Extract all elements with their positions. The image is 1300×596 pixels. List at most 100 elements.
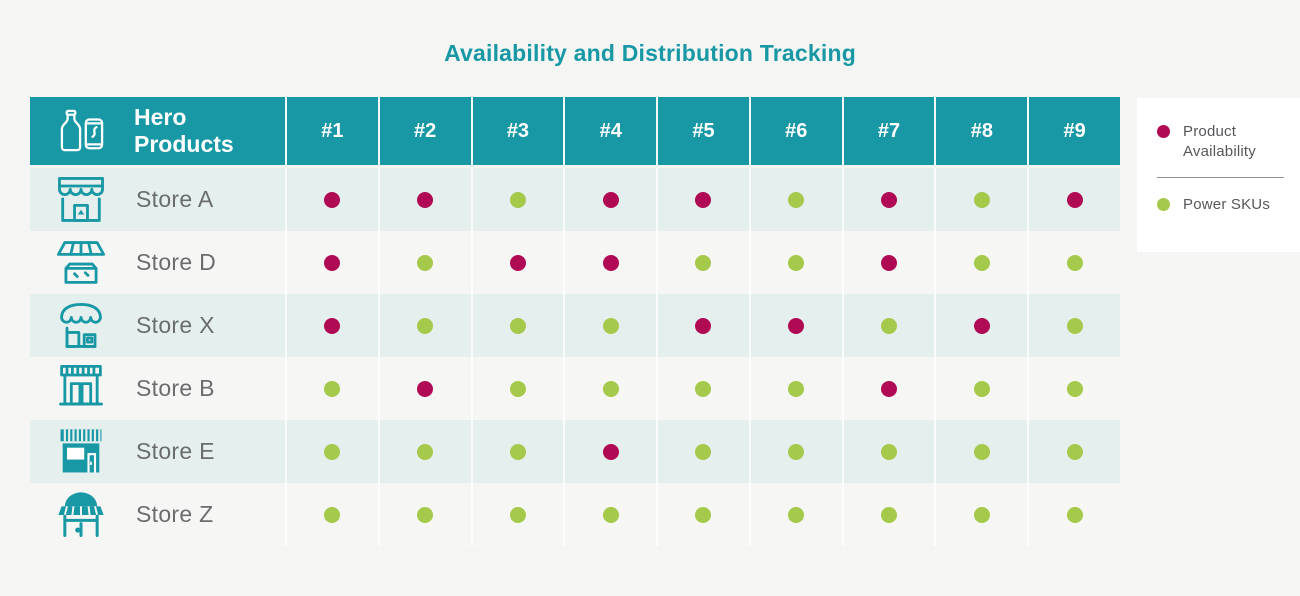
power-skus-dot-icon bbox=[1157, 198, 1170, 211]
dot-cell-store-x-product-8 bbox=[934, 294, 1027, 357]
dot-cell-store-e-product-2 bbox=[377, 420, 471, 483]
legend-item-power-skus: Power SKUs bbox=[1157, 195, 1284, 215]
dot-cell-store-x-product-4 bbox=[563, 294, 656, 357]
product-availability-dot bbox=[509, 254, 526, 271]
product-availability-dot bbox=[788, 317, 805, 334]
power-sku-dot bbox=[417, 443, 434, 460]
power-sku-dot bbox=[324, 380, 341, 397]
dot-cell-store-a-product-1 bbox=[285, 168, 378, 231]
dot-cell-store-a-product-2 bbox=[377, 168, 471, 231]
column-header-1: #1 bbox=[285, 97, 378, 165]
column-header-8: #8 bbox=[934, 97, 1027, 165]
power-sku-dot bbox=[509, 506, 526, 523]
column-header-4: #4 bbox=[563, 97, 656, 165]
power-sku-dot bbox=[695, 380, 712, 397]
store-label-store-d: Store D bbox=[136, 249, 217, 275]
power-sku-dot bbox=[788, 254, 805, 271]
page-title: Availability and Distribution Tracking bbox=[444, 40, 856, 66]
dot-cell-store-x-product-5 bbox=[656, 294, 749, 357]
power-sku-dot bbox=[695, 443, 712, 460]
power-sku-dot bbox=[695, 506, 712, 523]
header-label: Hero Products bbox=[134, 104, 234, 157]
dot-cell-store-b-product-8 bbox=[934, 357, 1027, 420]
shop-striped-awning-icon bbox=[52, 362, 110, 416]
dot-cell-store-d-product-2 bbox=[377, 231, 471, 294]
power-sku-dot bbox=[324, 506, 341, 523]
power-sku-dot bbox=[509, 443, 526, 460]
dot-cell-store-z-product-8 bbox=[934, 483, 1027, 546]
store-cell-store-a: Store A bbox=[30, 168, 285, 231]
dot-cell-store-e-product-8 bbox=[934, 420, 1027, 483]
power-sku-dot bbox=[695, 254, 712, 271]
power-sku-dot bbox=[1066, 380, 1083, 397]
column-header-7: #7 bbox=[841, 97, 935, 165]
dot-cell-store-z-product-3 bbox=[470, 483, 564, 546]
dot-cell-store-b-product-2 bbox=[377, 357, 471, 420]
dot-cell-store-e-product-1 bbox=[285, 420, 378, 483]
power-sku-dot bbox=[881, 506, 898, 523]
product-availability-dot bbox=[324, 191, 341, 208]
store-cell-store-b: Store B bbox=[30, 357, 285, 420]
power-sku-dot bbox=[509, 317, 526, 334]
product-availability-dot bbox=[417, 191, 434, 208]
store-cell-store-z: Store Z bbox=[30, 483, 285, 546]
dot-cell-store-x-product-6 bbox=[748, 294, 842, 357]
product-availability-dot bbox=[417, 380, 434, 397]
dot-cell-store-e-product-5 bbox=[656, 420, 749, 483]
column-header-3: #3 bbox=[470, 97, 564, 165]
dot-cell-store-z-product-4 bbox=[563, 483, 656, 546]
legend-divider bbox=[1157, 177, 1284, 178]
dot-cell-store-e-product-9 bbox=[1027, 420, 1120, 483]
table-row-store-x: Store X bbox=[30, 294, 1120, 357]
power-sku-dot bbox=[788, 380, 805, 397]
product-availability-dot bbox=[881, 380, 898, 397]
dot-cell-store-x-product-7 bbox=[841, 294, 935, 357]
dot-cell-store-b-product-7 bbox=[841, 357, 935, 420]
dot-cell-store-e-product-3 bbox=[470, 420, 564, 483]
store-label-store-b: Store B bbox=[136, 375, 215, 401]
power-sku-dot bbox=[602, 317, 619, 334]
dot-cell-store-b-product-1 bbox=[285, 357, 378, 420]
column-header-2: #2 bbox=[377, 97, 471, 165]
store-label-store-z: Store Z bbox=[136, 501, 214, 527]
power-sku-dot bbox=[417, 254, 434, 271]
availability-table: Hero Products #1 #2 #3 #4 #5 #6 #7 #8 #9 Store A… bbox=[30, 97, 1120, 546]
dot-cell-store-a-product-9 bbox=[1027, 168, 1120, 231]
power-sku-dot bbox=[973, 443, 990, 460]
power-sku-dot bbox=[973, 380, 990, 397]
column-header-6: #6 bbox=[748, 97, 842, 165]
product-availability-dot bbox=[324, 317, 341, 334]
power-sku-dot bbox=[1066, 254, 1083, 271]
dot-cell-store-a-product-8 bbox=[934, 168, 1027, 231]
dot-cell-store-b-product-9 bbox=[1027, 357, 1120, 420]
dot-cell-store-z-product-5 bbox=[656, 483, 749, 546]
dot-cell-store-e-product-7 bbox=[841, 420, 935, 483]
shop-solid-awning-icon bbox=[52, 425, 110, 479]
dot-cell-store-x-product-9 bbox=[1027, 294, 1120, 357]
product-availability-dot-icon bbox=[1157, 125, 1170, 138]
dot-cell-store-z-product-9 bbox=[1027, 483, 1120, 546]
dot-cell-store-b-product-5 bbox=[656, 357, 749, 420]
table-body: Store A Store D Store X Store B Store E Store… bbox=[30, 168, 1120, 546]
dot-cell-store-a-product-7 bbox=[841, 168, 935, 231]
dot-cell-store-z-product-6 bbox=[748, 483, 842, 546]
dot-cell-store-d-product-6 bbox=[748, 231, 842, 294]
power-sku-dot bbox=[973, 191, 990, 208]
dot-cell-store-d-product-3 bbox=[470, 231, 564, 294]
dot-cell-store-d-product-5 bbox=[656, 231, 749, 294]
product-availability-dot bbox=[602, 254, 619, 271]
dot-cell-store-a-product-4 bbox=[563, 168, 656, 231]
power-sku-dot bbox=[1066, 506, 1083, 523]
table-row-store-b: Store B bbox=[30, 357, 1120, 420]
power-sku-dot bbox=[788, 506, 805, 523]
dot-cell-store-b-product-4 bbox=[563, 357, 656, 420]
dot-cell-store-b-product-6 bbox=[748, 357, 842, 420]
product-availability-dot bbox=[1066, 191, 1083, 208]
power-sku-dot bbox=[602, 380, 619, 397]
table-header-row: Hero Products #1 #2 #3 #4 #5 #6 #7 #8 #9 bbox=[30, 97, 1120, 165]
power-sku-dot bbox=[973, 254, 990, 271]
column-header-9: #9 bbox=[1027, 97, 1120, 165]
store-label-store-e: Store E bbox=[136, 438, 215, 464]
product-availability-dot bbox=[881, 191, 898, 208]
store-label-store-x: Store X bbox=[136, 312, 215, 338]
